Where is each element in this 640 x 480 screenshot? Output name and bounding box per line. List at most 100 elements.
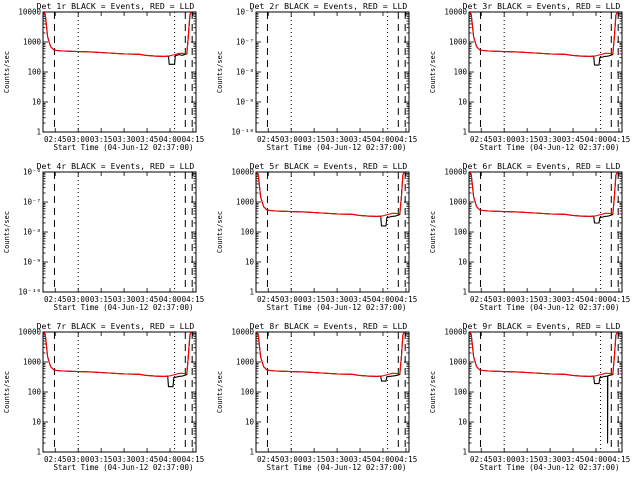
x-tick-label: 02:45: [257, 455, 280, 464]
panel-det-5: Det 5r BLACK = Events, RED = LLD 1 10 100 10…: [216, 161, 417, 312]
plot-frame: [255, 331, 410, 453]
series-line-lld: [43, 331, 192, 377]
y-tick-label: 100: [240, 388, 254, 397]
y-tick-label: 1: [462, 128, 467, 137]
x-tick-label: 04:00: [372, 295, 395, 304]
panel-title: Det 2r BLACK = Events, RED = LLD: [250, 1, 408, 11]
plot-frame: [255, 171, 410, 293]
x-axis-label: Start Time (04-Jun-12 02:37:00): [54, 463, 194, 472]
x-tick-label: 02:45: [257, 135, 280, 144]
y-tick-label: 100: [240, 228, 254, 237]
x-tick-label: 03:45: [349, 455, 372, 464]
x-tick-label: 03:30: [326, 295, 349, 304]
x-tick-label: 02:45: [470, 135, 493, 144]
y-tick-label: 1: [462, 288, 467, 297]
plot-frame: [255, 11, 410, 133]
x-tick-label: 04:15: [395, 455, 418, 464]
x-tick-label: 03:15: [90, 135, 113, 144]
x-tick-label: 02:45: [470, 455, 493, 464]
x-tick-label: 02:45: [44, 135, 67, 144]
panel-title: Det 4r BLACK = Events, RED = LLD: [37, 161, 195, 171]
x-tick-label: 03:00: [280, 455, 303, 464]
x-axis-label: Start Time (04-Jun-12 02:37:00): [480, 463, 620, 472]
plot-frame: [42, 331, 197, 453]
y-tick-label: 100: [27, 388, 41, 397]
series-line-events: [43, 331, 192, 388]
x-tick-label: 03:00: [493, 455, 516, 464]
x-tick-label: 03:15: [516, 455, 539, 464]
x-tick-label: 02:45: [44, 455, 67, 464]
x-tick-label: 02:45: [470, 295, 493, 304]
x-tick-label: 04:00: [372, 135, 395, 144]
y-tick-label: 1000: [23, 358, 42, 367]
panel-title: Det 3r BLACK = Events, RED = LLD: [463, 1, 621, 11]
y-tick-label: 10⁻⁹: [236, 98, 254, 107]
x-tick-label: 03:45: [562, 295, 585, 304]
x-axis-label: Start Time (04-Jun-12 02:37:00): [54, 303, 194, 312]
panel-det-8: Det 8r BLACK = Events, RED = LLD 1 10 100 10…: [216, 321, 417, 472]
plot-frame: [468, 171, 623, 293]
y-tick-label: 10000: [18, 328, 41, 337]
y-axis-label: Counts/sec: [216, 51, 224, 93]
y-tick-label: 10000: [231, 168, 254, 177]
x-axis-label: Start Time (04-Jun-12 02:37:00): [480, 303, 620, 312]
x-tick-label: 03:15: [90, 295, 113, 304]
x-axis-label: Start Time (04-Jun-12 02:37:00): [267, 463, 407, 472]
x-tick-label: 04:15: [608, 135, 631, 144]
series-line-lld: [256, 171, 405, 217]
y-axis-label: Counts/sec: [3, 211, 11, 253]
y-tick-label: 10: [458, 418, 468, 427]
x-tick-label: 03:15: [303, 135, 326, 144]
panel-det-2: Det 2r BLACK = Events, RED = LLD 10⁻¹⁰ 10⁻…: [216, 1, 417, 152]
panel-det-4: Det 4r BLACK = Events, RED = LLD 10⁻¹⁰ 10⁻…: [3, 161, 204, 312]
y-tick-label: 10000: [444, 8, 467, 17]
y-tick-label: 100: [453, 388, 467, 397]
x-tick-label: 03:45: [562, 135, 585, 144]
x-tick-label: 03:45: [349, 135, 372, 144]
x-tick-label: 03:15: [303, 455, 326, 464]
x-tick-label: 03:30: [539, 455, 562, 464]
y-tick-label: 10⁻¹⁰: [231, 128, 254, 137]
y-tick-label: 100: [453, 228, 467, 237]
plot-frame: [468, 331, 623, 453]
x-tick-label: 03:45: [136, 295, 159, 304]
series-line-lld: [469, 171, 618, 217]
x-tick-label: 03:30: [326, 135, 349, 144]
x-tick-label: 04:15: [395, 135, 418, 144]
panel-title: Det 5r BLACK = Events, RED = LLD: [250, 161, 408, 171]
y-axis-label: Counts/sec: [429, 51, 437, 93]
x-tick-label: 04:15: [182, 295, 205, 304]
y-tick-label: 1000: [449, 198, 468, 207]
y-tick-label: 10000: [444, 328, 467, 337]
y-tick-label: 10: [245, 418, 255, 427]
x-tick-label: 03:30: [113, 455, 136, 464]
x-tick-label: 04:15: [182, 135, 205, 144]
x-tick-label: 04:00: [585, 455, 608, 464]
y-tick-label: 1: [462, 448, 467, 457]
y-tick-label: 10000: [231, 328, 254, 337]
x-tick-label: 03:00: [280, 295, 303, 304]
y-axis-label: Counts/sec: [3, 371, 11, 413]
panel-det-1: Det 1r BLACK = Events, RED = LLD 1 10 100 10…: [3, 1, 204, 152]
y-axis-label: Counts/sec: [429, 371, 437, 413]
x-tick-label: 03:30: [113, 135, 136, 144]
x-tick-label: 03:45: [136, 135, 159, 144]
y-tick-label: 1: [249, 288, 254, 297]
x-tick-label: 02:45: [257, 295, 280, 304]
x-tick-label: 03:30: [539, 135, 562, 144]
y-axis-label: Counts/sec: [429, 211, 437, 253]
y-tick-label: 1000: [23, 38, 42, 47]
x-tick-label: 02:45: [44, 295, 67, 304]
y-tick-label: 10⁻⁸: [23, 228, 41, 237]
series-line-events: [469, 11, 618, 66]
y-tick-label: 1: [36, 128, 41, 137]
y-tick-label: 10: [458, 258, 468, 267]
plot-frame: [42, 171, 197, 293]
x-tick-label: 04:00: [159, 455, 182, 464]
x-tick-label: 03:00: [493, 295, 516, 304]
y-tick-label: 10: [458, 98, 468, 107]
y-tick-label: 10⁻⁶: [23, 168, 41, 177]
x-tick-label: 03:00: [493, 135, 516, 144]
y-tick-label: 1000: [236, 198, 255, 207]
